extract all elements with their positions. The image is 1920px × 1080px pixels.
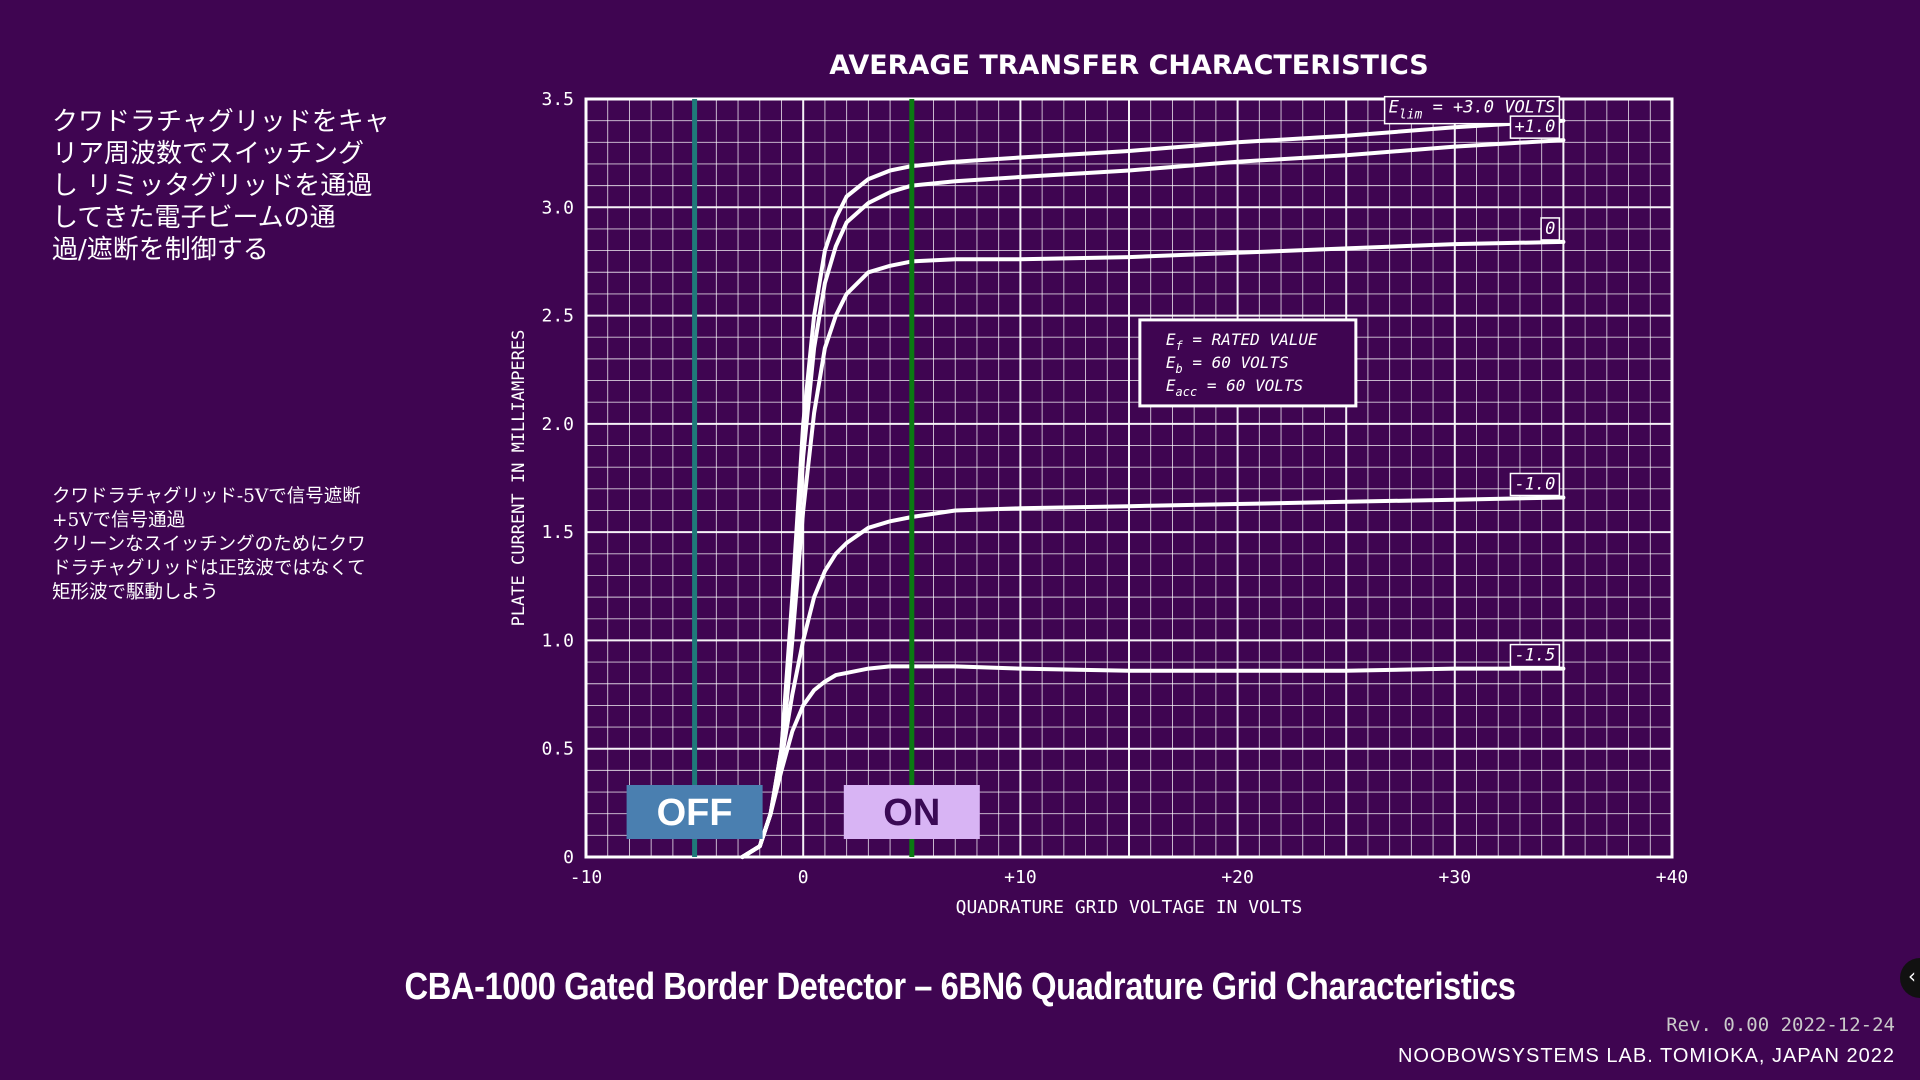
condition-text: Eacc = 60 VOLTS (1166, 376, 1303, 399)
series-label: -1.0 (1509, 472, 1561, 497)
series-label-text: -1.0 (1514, 474, 1555, 494)
chart-title: AVERAGE TRANSFER CHARACTERISTICS (829, 50, 1429, 81)
y-tick-label: 1.5 (541, 522, 574, 543)
note-sub: クワドラチャグリッド-5Vで信号遮断 +5Vで信号通過 クリーンなスイッチングの… (52, 486, 366, 603)
marker-label-on: ON (883, 792, 940, 834)
chevron-left-icon: ‹ (1908, 964, 1916, 988)
note-main: クワドラチャグリッドをキャ リア周波数でスイッチング し リミッタグリッドを通過… (52, 107, 390, 265)
condition-text: Eb = 60 VOLTS (1166, 353, 1289, 376)
x-tick-label: +40 (1656, 867, 1689, 888)
series-label-box (1509, 115, 1561, 139)
series-label-text: Elim = +3.0 VOLTS (1389, 98, 1556, 123)
series-label-text: 0 (1545, 219, 1555, 239)
x-tick-label: -10 (570, 867, 603, 888)
condition-text: Ef = RATED VALUE (1166, 330, 1318, 353)
footer-title: CBA-1000 Gated Border Detector – 6BN6 Qu… (404, 966, 1516, 1008)
series-label-box (1509, 472, 1561, 497)
y-tick-label: 2.0 (541, 414, 574, 435)
nav-tab[interactable]: ‹ (1900, 958, 1920, 998)
marker-box-off (626, 785, 763, 839)
x-tick-label: +20 (1221, 867, 1254, 888)
series-label-text: -1.5 (1514, 646, 1555, 666)
y-tick-label: 0.5 (541, 739, 574, 760)
credit-text: NOOBOWSYSTEMS LAB. TOMIOKA, JAPAN 2022 (1397, 1045, 1895, 1067)
y-axis-label: PLATE CURRENT IN MILLIAMPERES (509, 330, 529, 627)
series-label: -1.5 (1509, 643, 1561, 668)
series-label-box (1540, 217, 1561, 241)
x-tick-label: +30 (1439, 867, 1472, 888)
y-tick-label: 2.5 (541, 306, 574, 327)
y-tick-label: 3.5 (541, 89, 574, 110)
x-axis-label: QUADRATURE GRID VOLTAGE IN VOLTS (956, 897, 1303, 918)
series-line (740, 495, 1566, 859)
series-label-text: +1.0 (1514, 117, 1555, 137)
marker-box-on (843, 785, 980, 839)
x-tick-label: 0 (798, 867, 809, 888)
marker-label-off: OFF (657, 792, 733, 834)
series-line (740, 664, 1566, 859)
transfer-characteristics-chart: AVERAGE TRANSFER CHARACTERISTICS-10 0 +10 +… (509, 50, 1689, 918)
series-label: +1.0 (1509, 115, 1561, 139)
revision-text: Rev. 0.00 2022-12-24 (1666, 1014, 1895, 1036)
series-label-box (1509, 643, 1561, 668)
y-tick-label: 0 (563, 847, 574, 868)
series-label: 0 (1540, 217, 1561, 241)
y-tick-label: 3.0 (541, 197, 574, 218)
y-tick-label: 1.0 (541, 630, 574, 651)
conditions-box (1138, 318, 1358, 408)
x-tick-label: +10 (1004, 867, 1037, 888)
